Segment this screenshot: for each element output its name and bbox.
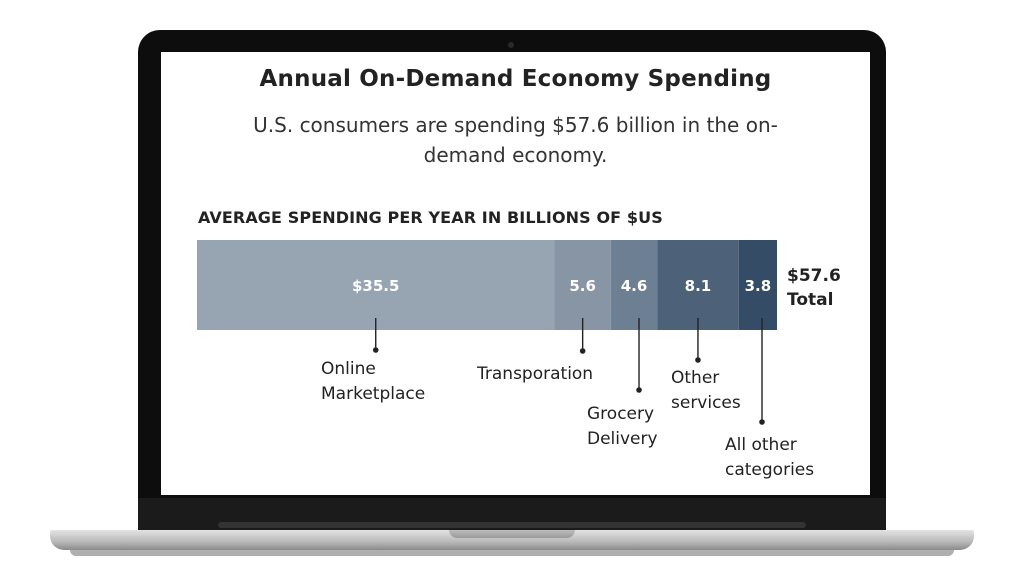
callout-dot xyxy=(579,348,586,354)
category-label: Online xyxy=(321,359,376,379)
category-label: Grocery xyxy=(587,404,654,424)
laptop-hinge xyxy=(218,522,806,528)
laptop-base-shadow xyxy=(70,550,954,556)
category-label: Delivery xyxy=(587,429,658,449)
callout-dot xyxy=(372,347,379,353)
bar-segment xyxy=(197,240,555,330)
total-caption: Total xyxy=(787,290,834,310)
total-label: $57.6 Total xyxy=(787,264,841,312)
total-value: $57.6 xyxy=(787,266,841,286)
bar-segment xyxy=(554,240,611,330)
callout-dot xyxy=(695,357,701,363)
laptop-screen: Annual On-Demand Economy Spending U.S. c… xyxy=(161,52,870,495)
segment-value-label: 8.1 xyxy=(685,277,712,295)
segment-value-label: 4.6 xyxy=(621,277,648,295)
chart-title: Annual On-Demand Economy Spending xyxy=(259,66,772,92)
category-label: Marketplace xyxy=(321,384,425,404)
category-label: All other xyxy=(725,435,797,455)
callout-dot xyxy=(759,419,765,425)
laptop-base xyxy=(50,530,974,550)
chart-subtitle: U.S. consumers are spending $57.6 billio… xyxy=(253,113,778,167)
axis-heading: AVERAGE SPENDING PER YEAR IN BILLIONS OF… xyxy=(198,208,663,227)
laptop-base-notch xyxy=(449,530,575,538)
laptop-bezel: Annual On-Demand Economy Spending U.S. c… xyxy=(138,30,886,530)
category-label: Transporation xyxy=(476,364,593,384)
segment-value-label: 5.6 xyxy=(569,277,596,295)
stacked-bar-chart: $35.5 Online Marketplace 5.6 Transporation 4.… xyxy=(197,240,814,480)
callout-dot xyxy=(636,387,642,393)
segment-value-label: 3.8 xyxy=(745,277,772,295)
bar-segment xyxy=(610,240,658,330)
bar-segment xyxy=(738,240,777,330)
category-label: categories xyxy=(725,460,814,480)
segment-value-label: $35.5 xyxy=(352,277,399,295)
category-label: services xyxy=(671,393,741,413)
bar-segment xyxy=(657,240,739,330)
webcam-icon xyxy=(508,42,514,48)
category-label: Other xyxy=(671,368,719,388)
